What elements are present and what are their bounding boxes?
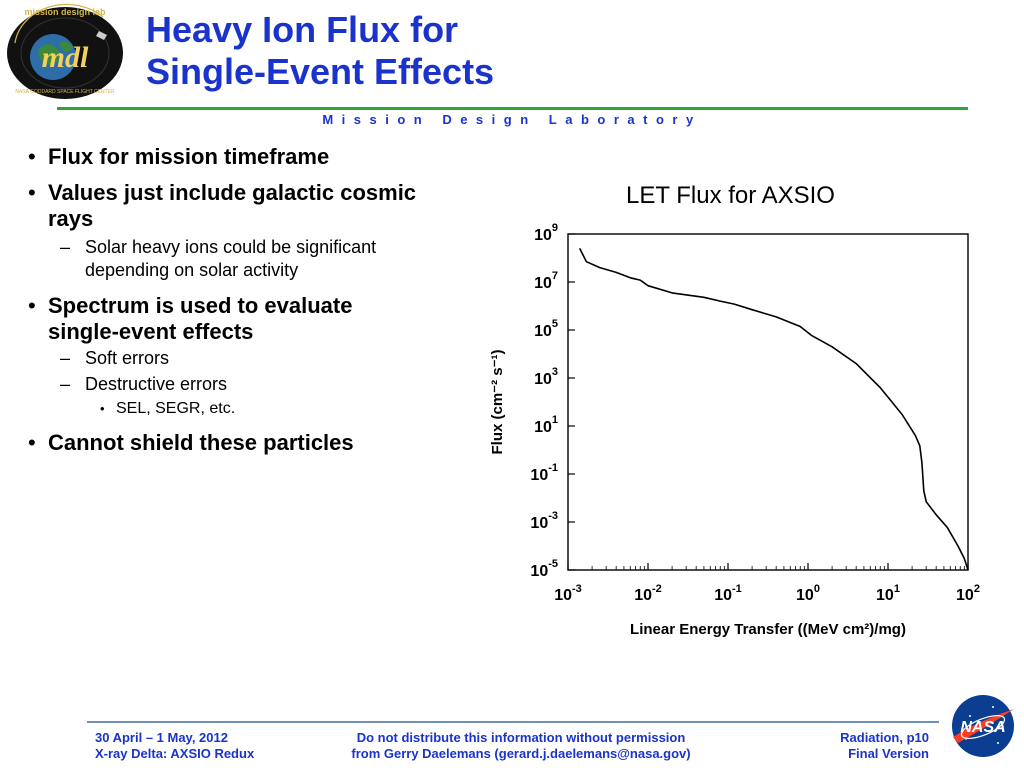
series-line-0 xyxy=(578,248,969,571)
y-axis-label: Flux (cm⁻² s⁻¹) xyxy=(489,349,506,454)
plot-frame xyxy=(567,233,969,571)
bullet-galactic: • Values just include galactic cosmic ra… xyxy=(28,180,468,232)
subbullet-text: Soft errors xyxy=(85,348,170,368)
bullet-spectrum: • Spectrum is used to evaluate single-ev… xyxy=(28,293,468,345)
bullet-marker: • xyxy=(28,293,36,318)
y-tick-label: 10-3 xyxy=(530,510,558,532)
subbullet-marker: – xyxy=(60,348,71,368)
mission-design-laboratory-bar: Mission Design Laboratory xyxy=(322,112,702,127)
y-tick-label: 103 xyxy=(534,366,558,388)
footer-rule xyxy=(87,721,939,723)
x-tick-label: 10-2 xyxy=(634,583,662,604)
mdl-logo: mission design lab mdl NASA GODDARD SPAC… xyxy=(7,3,123,99)
subbullet-marker: – xyxy=(60,237,71,257)
bullet-text: Spectrum is used to evaluate single-even… xyxy=(48,293,353,344)
subbullet-marker: – xyxy=(60,374,71,394)
bullet-shield: • Cannot shield these particles xyxy=(28,430,468,456)
orbit-icon xyxy=(960,715,1006,739)
y-tick-label: 109 xyxy=(534,222,558,244)
header-rule xyxy=(57,107,968,110)
y-tick-label: 10-5 xyxy=(530,558,558,580)
subbullet-text: Solar heavy ions could be significant de… xyxy=(85,237,377,280)
y-tick-label: 10-1 xyxy=(530,462,558,484)
logo-initials: mdl xyxy=(42,41,89,74)
chart-title: LET Flux for AXSIO xyxy=(626,182,835,209)
slide-title-line-1: Heavy Ion Flux for xyxy=(146,9,459,50)
footer-version: Final Version xyxy=(848,746,929,761)
star-icon xyxy=(992,706,994,708)
footer-project: X-ray Delta: AXSIO Redux xyxy=(95,746,255,761)
nasa-logo: NASA xyxy=(952,695,1014,757)
subbullet-text: Destructive errors xyxy=(85,374,228,394)
let-flux-chart: 10-3 10-2 10-1 100 101 102 109 107 105 103 101 10-1… xyxy=(489,222,980,638)
continent-shape-2 xyxy=(59,41,73,52)
footer-contact: from Gerry Daelemans (gerard.j.daelemans… xyxy=(351,746,691,761)
x-tick-label: 10-3 xyxy=(554,583,582,604)
nasa-text: NASA xyxy=(960,719,1005,736)
star-icon xyxy=(997,742,999,744)
x-tick-label: 100 xyxy=(796,583,820,604)
y-tick-label: 101 xyxy=(534,414,558,436)
subsubbullet-marker: • xyxy=(100,401,105,416)
logo-arc xyxy=(14,3,104,44)
star-icon xyxy=(969,715,971,717)
bullet-text: Flux for mission timeframe xyxy=(48,144,330,169)
bullet-marker: • xyxy=(28,144,36,169)
slide-title-line-2: Single-Event Effects xyxy=(146,51,495,92)
x-tick-label: 101 xyxy=(876,583,900,604)
logo-subtext: NASA GODDARD SPACE FLIGHT CENTER xyxy=(15,89,115,95)
nasa-red-chevron xyxy=(953,709,1014,743)
plot-layer: 10-3 10-2 10-1 100 101 102 109 107 105 103 101 10-1… xyxy=(489,222,980,638)
subbullet-solar: – Solar heavy ions could be significant … xyxy=(60,236,480,282)
subsubbullet-text: SEL, SEGR, etc. xyxy=(116,400,236,417)
continent-shape xyxy=(38,44,60,65)
footer-date: 30 April – 1 May, 2012 xyxy=(95,730,228,745)
logo-ring-text: mission design lab xyxy=(24,7,106,17)
footer-distribution-notice: Do not distribute this information witho… xyxy=(356,730,686,745)
subbullet-destructive-errors: – Destructive errors xyxy=(60,373,480,396)
bullet-flux: • Flux for mission timeframe xyxy=(28,144,468,170)
subbullet-soft-errors: – Soft errors xyxy=(60,347,480,370)
subsubbullet-sel: • SEL, SEGR, etc. xyxy=(100,399,235,419)
satellite-icon xyxy=(96,31,107,40)
x-axis-label: Linear Energy Transfer ((MeV cm²)/mg) xyxy=(630,621,906,638)
footer-page: Radiation, p10 xyxy=(840,730,929,745)
bullet-text: Cannot shield these particles xyxy=(48,430,354,455)
logo-ring xyxy=(20,17,110,89)
x-tick-label: 10-1 xyxy=(714,583,742,604)
x-tick-label: 102 xyxy=(956,583,980,604)
bullet-marker: • xyxy=(28,430,36,455)
y-tick-label: 107 xyxy=(534,270,558,292)
bullet-marker: • xyxy=(28,180,36,205)
y-tick-label: 105 xyxy=(534,318,558,340)
bullet-text: Values just include galactic cosmic rays xyxy=(48,180,417,231)
